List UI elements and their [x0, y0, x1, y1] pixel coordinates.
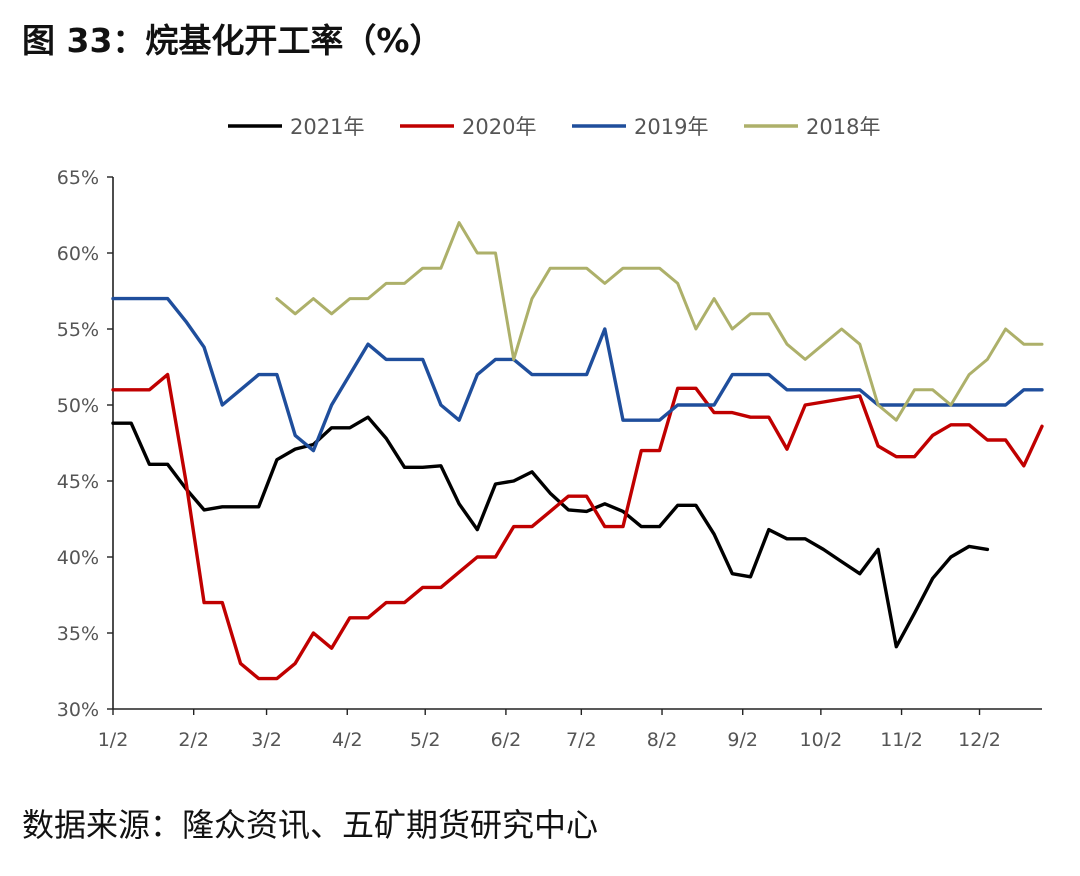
y-tick-label: 30%	[57, 699, 99, 721]
x-tick-label: 4/2	[332, 729, 363, 751]
legend: 2021年 2020年 2019年 2018年	[228, 115, 880, 139]
chart-title: 图 33：烷基化开工率（%）	[22, 21, 443, 60]
data-source-note: 数据来源：隆众资讯、五矿期货研究中心	[22, 806, 599, 844]
y-tick-label: 65%	[57, 167, 99, 189]
series-line-2018	[275, 221, 1044, 422]
x-tick-label: 12/2	[958, 729, 1001, 751]
y-tick-label: 50%	[57, 395, 99, 417]
legend-label: 2018年	[806, 115, 880, 139]
legend-item: 2018年	[744, 115, 880, 139]
y-tick-label: 45%	[57, 471, 99, 493]
y-tick-label: 60%	[57, 243, 99, 265]
y-tick-label: 35%	[57, 623, 99, 645]
axes: 30% 35% 40% 45% 50% 55% 60% 65% 1/2 2/2 3/2 4/2 5/2 6…	[57, 167, 1042, 751]
y-tick-label: 40%	[57, 547, 99, 569]
x-tick-label: 2/2	[178, 729, 209, 751]
x-tick-label: 1/2	[98, 729, 129, 751]
x-tick-label: 11/2	[880, 729, 923, 751]
y-tick-label: 55%	[57, 319, 99, 341]
x-tick-label: 8/2	[647, 729, 678, 751]
x-tick-label: 7/2	[566, 729, 597, 751]
legend-item: 2020年	[400, 115, 536, 139]
series-line-2020	[111, 372, 1044, 681]
x-tick-label: 3/2	[251, 729, 282, 751]
series-line-2021	[111, 415, 990, 649]
legend-label: 2019年	[634, 115, 708, 139]
x-tick-label: 6/2	[491, 729, 522, 751]
series-lines	[111, 221, 1044, 681]
x-tick-label: 9/2	[727, 729, 758, 751]
series-line-2019	[111, 296, 1044, 453]
legend-label: 2020年	[462, 115, 536, 139]
x-tick-label: 10/2	[800, 729, 843, 751]
x-tick-label: 5/2	[410, 729, 441, 751]
legend-label: 2021年	[290, 115, 364, 139]
legend-item: 2021年	[228, 115, 364, 139]
legend-item: 2019年	[572, 115, 708, 139]
